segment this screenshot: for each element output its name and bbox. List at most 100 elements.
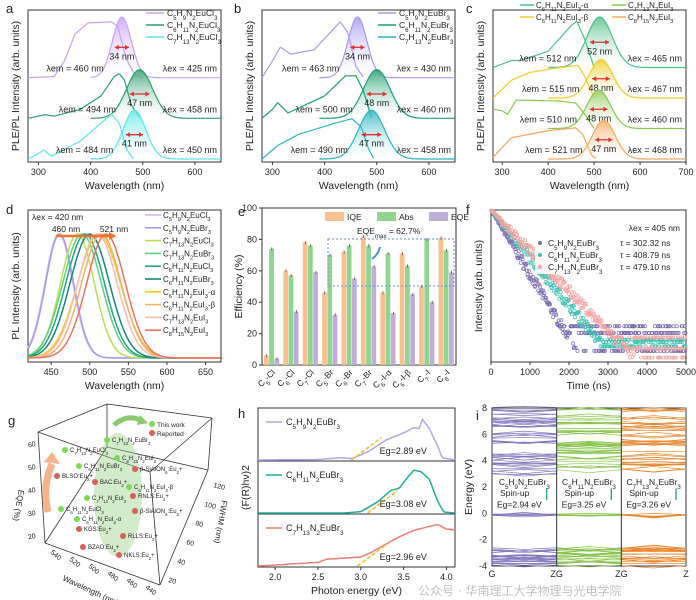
band-line (491, 441, 557, 444)
data-point (642, 355, 647, 360)
band-line (491, 416, 557, 419)
data-point (613, 344, 618, 349)
lambda-em-label: λem = 494 nm (59, 104, 116, 114)
band-line (491, 456, 557, 461)
band-line (556, 440, 622, 444)
band-line (621, 514, 687, 517)
pl-fill (319, 110, 455, 159)
point-label: C7H13N2EuCl3 (70, 448, 109, 456)
data-point (636, 335, 640, 340)
data-point (600, 344, 605, 349)
data-point (603, 348, 607, 353)
x-tick-label: 460 (125, 577, 139, 590)
data-point (673, 335, 678, 340)
band-line (491, 456, 557, 461)
data-point (642, 339, 647, 344)
data-point (626, 351, 631, 356)
legend-label: IQE (347, 212, 362, 222)
category-label: C5-Cl (256, 367, 280, 391)
data-point (548, 302, 552, 307)
ple-curve (27, 73, 141, 119)
data-point (679, 346, 684, 351)
data-point (563, 301, 567, 306)
data-point (666, 335, 671, 340)
z-tick-label: 50 (27, 464, 36, 472)
bar-EQE-C7-Br (371, 266, 377, 365)
data-point (682, 330, 687, 335)
data-point (667, 355, 672, 360)
band-line (621, 409, 687, 412)
data-point (576, 324, 581, 329)
data-point (505, 228, 510, 233)
band-line (491, 410, 557, 413)
band-line (491, 514, 557, 518)
z-tick-label: 20 (27, 533, 36, 541)
x-tick-label: 500 (87, 563, 101, 576)
data-point (613, 342, 618, 347)
legend-label: C7H13N2EuBr3 (286, 523, 344, 537)
series-C7H13N2EuCl3: 41 nm λem = 484 nm λex = 450 nm (27, 109, 221, 160)
data-point (523, 242, 528, 247)
data-point (670, 339, 675, 344)
data-point (571, 303, 576, 308)
ple-curve (27, 21, 143, 79)
data-point (617, 335, 622, 340)
label-backdrop (494, 476, 555, 511)
data-point (544, 296, 549, 300)
data-point (607, 344, 612, 349)
band-line (556, 514, 622, 516)
band-line (621, 427, 687, 431)
axis-line (37, 431, 46, 544)
bar-EQE-C8-I (449, 272, 454, 365)
band-line (621, 565, 687, 569)
data-point (562, 280, 567, 285)
lambda-em-label: λem = 510 nm (520, 115, 577, 125)
axis-line (37, 403, 108, 433)
y-axis-label: (F(R)hν)2 (240, 465, 252, 510)
bandgap-label: Eg=3.26 eV (626, 499, 671, 509)
data-point (581, 316, 586, 320)
band-line (491, 547, 557, 550)
data-point (601, 348, 606, 353)
legend-label: C7H13N2EuI3 (163, 313, 208, 325)
band-line (491, 463, 557, 467)
x-tick-label: 500 (82, 367, 97, 377)
band-line (621, 464, 687, 466)
data-point (520, 254, 524, 259)
data-point (516, 236, 521, 241)
pl-curve (548, 58, 686, 99)
bar-EQE-C7-I (429, 302, 435, 365)
data-point (518, 260, 523, 265)
data-point (608, 324, 612, 329)
legend-label: C6H11N2EuI3-α (536, 1, 589, 13)
pl-curve (319, 16, 455, 79)
point-label: C6H11N2EuI3-α (82, 517, 122, 525)
data-point (665, 346, 670, 351)
data-point (654, 346, 659, 351)
data-point (570, 324, 575, 329)
legend-label: Reported (157, 431, 184, 438)
data-point (609, 344, 614, 349)
data-point (683, 330, 688, 335)
band-line (556, 431, 622, 435)
band-line (556, 432, 622, 436)
legend-label: C6H11N2EuI3-α (163, 288, 216, 300)
data-point (630, 337, 635, 342)
data-point (542, 291, 547, 296)
fwhm-label: 41 nm (122, 139, 147, 149)
bar-EQE-C6-I-α (390, 313, 396, 365)
band-line (491, 556, 557, 561)
data-point (584, 302, 589, 306)
data-point (664, 339, 669, 344)
band-line (556, 551, 622, 555)
plot-frame (491, 407, 687, 567)
legend-label: C6H11N2EuBr3 (163, 275, 214, 287)
arrow-head (109, 232, 116, 240)
y-tick-label: 80 (247, 234, 257, 244)
tauc-fit-line (367, 490, 399, 514)
plot-frame (492, 9, 687, 163)
arrow-head (129, 91, 150, 97)
plot-frame (27, 209, 222, 363)
data-point (573, 345, 578, 350)
